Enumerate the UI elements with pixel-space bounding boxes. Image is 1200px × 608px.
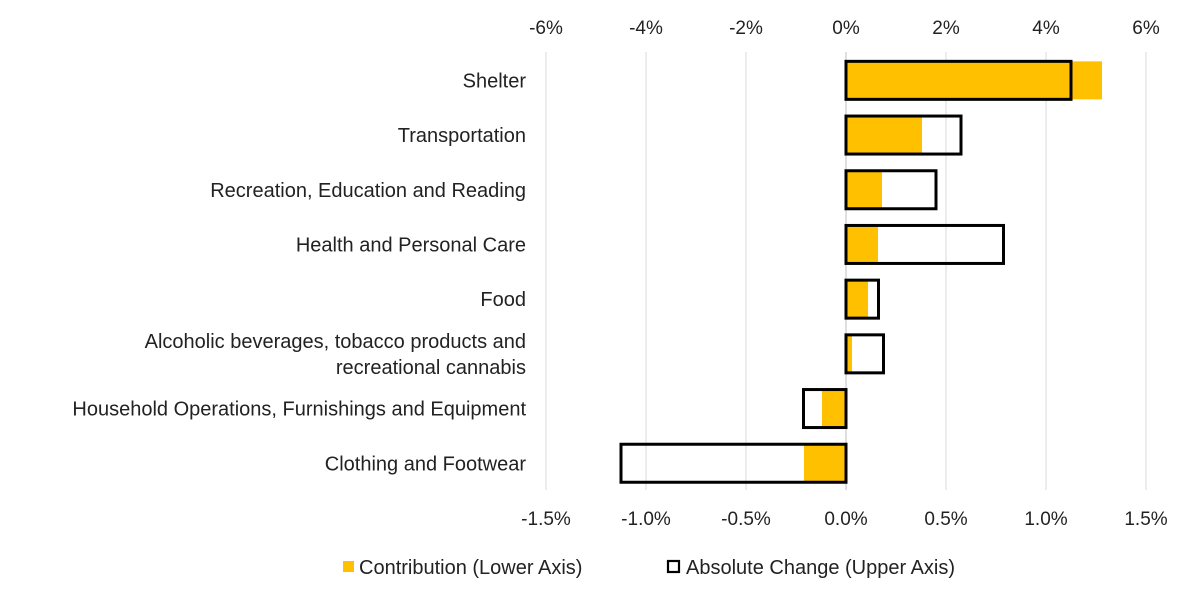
contribution-bar bbox=[846, 334, 852, 373]
category-label: Transportation bbox=[398, 125, 526, 147]
legend-swatch-absolute-change bbox=[666, 559, 681, 574]
category-labels: Shelter Transportation Recreation, Educati… bbox=[72, 70, 526, 475]
absolute-change-bar bbox=[844, 169, 938, 211]
upper-axis-tick-label: -4% bbox=[629, 18, 663, 39]
upper-axis-tick-label: 6% bbox=[1132, 18, 1160, 39]
category-label: Clothing and Footwear bbox=[325, 453, 527, 475]
bars bbox=[619, 59, 1102, 484]
absolute-change-bar bbox=[802, 388, 848, 430]
lower-axis-tick-label: 0.5% bbox=[924, 509, 967, 530]
absolute-change-bar bbox=[619, 442, 848, 484]
category-label: Household Operations, Furnishings and Eq… bbox=[72, 399, 526, 421]
upper-axis-tick-label: -6% bbox=[529, 18, 563, 39]
contribution-bar bbox=[822, 389, 846, 428]
lower-axis-tick-label: 1.5% bbox=[1124, 509, 1167, 530]
contribution-bar bbox=[846, 170, 882, 209]
contribution-bar bbox=[846, 225, 878, 264]
absolute-change-bar bbox=[844, 114, 963, 156]
contribution-bar bbox=[846, 280, 868, 319]
category-label: Recreation, Education and Reading bbox=[210, 180, 526, 202]
lower-axis-tick-label: -1.0% bbox=[621, 509, 671, 530]
category-label: Shelter bbox=[463, 70, 527, 92]
upper-axis-tick-label: -2% bbox=[729, 18, 763, 39]
legend-label-absolute-change: Absolute Change (Upper Axis) bbox=[686, 557, 955, 579]
lower-axis-tick-label: 1.0% bbox=[1024, 509, 1067, 530]
absolute-change-bar bbox=[844, 223, 1005, 265]
upper-axis-tick-label: 4% bbox=[1032, 18, 1060, 39]
upper-axis-tick-label: 2% bbox=[932, 18, 960, 39]
upper-axis-tick-label: 0% bbox=[832, 18, 860, 39]
legend: Contribution (Lower Axis) Absolute Change… bbox=[343, 557, 955, 579]
category-label: Alcoholic beverages, tobacco products an… bbox=[145, 331, 526, 379]
absolute-change-bar bbox=[844, 59, 1073, 101]
lower-axis-tick-label: 0.0% bbox=[824, 509, 867, 530]
contribution-bar bbox=[846, 116, 922, 155]
contribution-bar bbox=[846, 61, 1102, 100]
contribution-bar bbox=[804, 444, 846, 483]
legend-swatch-contribution bbox=[343, 561, 354, 572]
category-label: Health and Personal Care bbox=[296, 234, 526, 256]
legend-label-contribution: Contribution (Lower Axis) bbox=[359, 557, 582, 579]
lower-axis-tick-label: -0.5% bbox=[721, 509, 771, 530]
absolute-change-bar bbox=[844, 333, 885, 375]
upper-axis-ticks: -6% -4% -2% 0% 2% 4% 6% bbox=[529, 18, 1160, 39]
lower-axis-ticks: -1.5% -1.0% -0.5% 0.0% 0.5% 1.0% 1.5% bbox=[521, 509, 1168, 530]
category-label: Food bbox=[480, 289, 526, 311]
absolute-change-bar bbox=[844, 278, 880, 320]
lower-axis-tick-label: -1.5% bbox=[521, 509, 571, 530]
